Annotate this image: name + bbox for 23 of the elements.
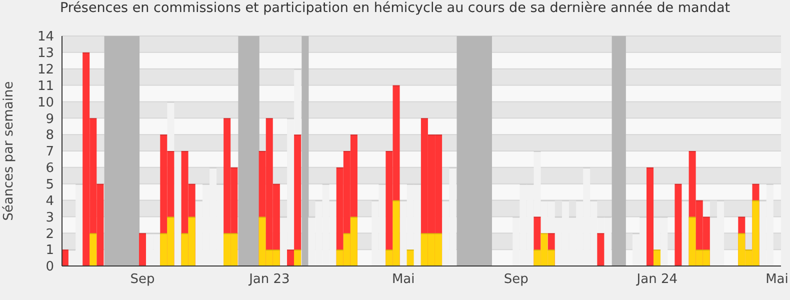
- y-tick-label: 7: [46, 144, 54, 160]
- y-tick-label: 12: [37, 62, 54, 78]
- y-tick-label: 3: [46, 210, 54, 226]
- y-tick-label: 9: [46, 112, 54, 127]
- y-tick-label: 10: [37, 95, 54, 110]
- y-tick-label: 8: [46, 128, 54, 144]
- y-tick-label: 1: [46, 243, 54, 258]
- x-tick-label: Mai: [766, 272, 788, 288]
- y-tick-label: 14: [37, 30, 54, 45]
- x-tick-label: Mai: [392, 272, 415, 288]
- y-tick-label: 4: [46, 194, 54, 209]
- x-tick-label: Jan 23: [248, 272, 290, 288]
- chart-title: Présences en commissions et participation en hémicycle au cours de sa dernière année de mandat: [58, 0, 732, 16]
- y-tick-label: 2: [46, 226, 54, 242]
- y-tick-label: 5: [46, 177, 54, 192]
- y-tick-label: 11: [37, 78, 54, 94]
- y-tick-label: 0: [46, 260, 54, 275]
- x-tick-label: Sep: [130, 272, 155, 288]
- x-tick-label: Sep: [504, 272, 528, 288]
- y-axis-title: Séances par semaine: [2, 81, 17, 221]
- x-tick-label: Jan 24: [636, 272, 678, 288]
- y-tick-label: 6: [46, 161, 54, 176]
- y-tick-label: 13: [37, 46, 54, 62]
